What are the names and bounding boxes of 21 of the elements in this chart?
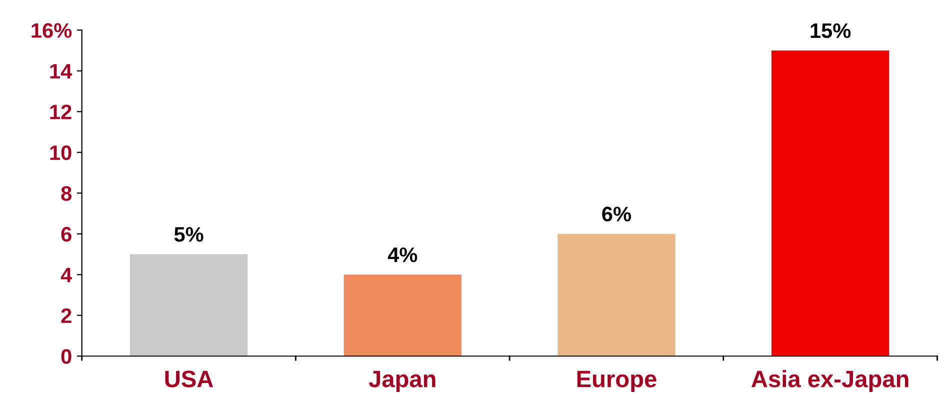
x-tick-label: Asia ex-Japan [752,370,908,392]
data-label: 6% [602,206,631,222]
bar [130,254,248,356]
x-tick-label: Japan [368,370,436,392]
y-tick-label: 6 [61,226,72,242]
bar [772,50,890,356]
y-tick-label: 10 [50,145,72,160]
y-tick-label: 4 [60,268,72,282]
x-tick-label: USA [165,370,214,388]
y-tick-label: 12 [50,104,72,120]
bar [558,234,676,356]
y-tick-label: 0 [61,349,72,364]
data-label: 4% [388,247,418,262]
y-tick-label: 8 [61,186,72,201]
y-tick-label: 2 [61,308,72,323]
y-tick-label: 14 [50,64,72,78]
data-label: 5% [174,227,204,242]
bar [344,274,462,356]
x-tick-label: Europe [577,370,656,392]
y-tick-label: 16% [32,23,72,38]
data-label: 15% [810,23,851,38]
